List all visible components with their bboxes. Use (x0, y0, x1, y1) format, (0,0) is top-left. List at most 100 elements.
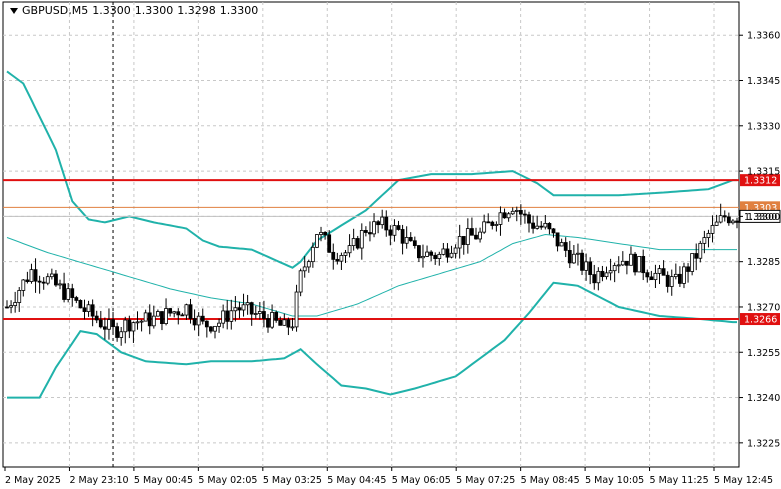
candle-body (567, 250, 572, 264)
middle-band-line (6, 233, 737, 317)
candle-body (620, 260, 625, 266)
candle-body (453, 247, 458, 254)
candle-body (392, 225, 397, 236)
candle-body (209, 326, 213, 332)
axes: 1.3360 1.3345 1.3330 1.3315 1.3300 1.3285 1.32… (4, 31, 780, 486)
candle-body (457, 236, 462, 249)
candle-body (714, 221, 719, 226)
candle-body (347, 245, 352, 254)
candle-body (445, 248, 450, 258)
candle-body (13, 302, 18, 306)
candle-body (490, 221, 495, 226)
candle-body (278, 319, 283, 326)
candle-body (396, 225, 401, 230)
y-tick-label: 1.3255 (747, 348, 780, 359)
candle-body (86, 304, 91, 312)
candle-body (669, 276, 674, 287)
candle-body (494, 224, 499, 226)
y-tick-label: 1.3315 (747, 167, 780, 178)
price-label-orange: 1.3303 (744, 203, 777, 214)
candle-body (37, 280, 42, 283)
candle-body (604, 272, 609, 278)
candle-body (547, 222, 552, 230)
candle-body (98, 319, 103, 328)
candle-body (637, 256, 642, 273)
candle-body (66, 288, 71, 300)
close-value: 1.3300 (219, 4, 259, 17)
candle-body (731, 220, 735, 224)
candle-body (514, 210, 519, 212)
upper-band-line (6, 70, 737, 269)
candle-body (706, 232, 711, 239)
candle-body (559, 242, 564, 247)
candle-body (649, 276, 654, 281)
bollinger-bands (6, 70, 737, 399)
candle-body (368, 232, 372, 235)
candle-body (425, 251, 429, 257)
candle-body (119, 331, 124, 338)
open-value: 1.3300 (92, 4, 131, 17)
x-tick-label: 5 May 00:45 (134, 475, 193, 486)
y-tick-label: 1.3330 (747, 121, 780, 132)
y-tick-label: 1.3270 (747, 302, 780, 313)
candle-body (151, 315, 156, 327)
candle-body (576, 252, 580, 255)
candle-body (237, 307, 242, 311)
candle-body (437, 253, 442, 259)
candle-body (282, 319, 287, 326)
candle-body (147, 312, 152, 327)
candle-body (286, 319, 291, 328)
candle-body (408, 237, 413, 242)
x-tick-label: 5 May 11:25 (650, 475, 709, 486)
x-tick-label: 5 May 06:05 (392, 475, 451, 486)
x-tick-label: 5 May 04:45 (327, 475, 386, 486)
candle-body (54, 273, 58, 286)
candle-body (5, 306, 9, 309)
candle-body (306, 261, 311, 268)
candle-body (449, 252, 454, 258)
y-tick-label: 1.3225 (747, 438, 780, 449)
candle-body (470, 228, 474, 236)
candle-body (539, 225, 544, 228)
y-tick-label: 1.3240 (747, 393, 780, 404)
grid (2, 1, 740, 468)
candle-body (478, 231, 482, 240)
candle-body (21, 279, 26, 291)
candle-body (608, 270, 613, 274)
level-label-resistance: 1.3312 (744, 176, 777, 187)
candle-body (111, 319, 115, 328)
candle-body (482, 221, 487, 233)
candle-body (351, 238, 356, 247)
candle-body (225, 310, 230, 322)
candle-body (339, 255, 344, 262)
candle-body (543, 222, 548, 228)
x-tick-label: 2 May 2025 (5, 475, 61, 486)
candle-body (698, 242, 703, 259)
x-tick-label: 5 May 12:45 (714, 475, 773, 486)
candle-body (196, 315, 201, 326)
candle-body (486, 221, 491, 224)
candle-body (270, 312, 274, 328)
candle-body (527, 214, 531, 224)
candle-body (331, 251, 336, 260)
candle-body (661, 268, 666, 276)
candle-body (49, 273, 54, 278)
candle-body (653, 272, 658, 281)
price-label-bid: 1.3300 (744, 212, 777, 223)
candle-body (421, 255, 425, 259)
level-tag-support (740, 313, 780, 326)
candle-body (355, 238, 360, 249)
candle-body (213, 325, 217, 332)
candle-body (441, 248, 446, 255)
candle-body (241, 304, 246, 311)
candle-body (131, 322, 136, 332)
candle-body (359, 230, 364, 249)
candle-body (192, 318, 197, 326)
candle-body (143, 312, 148, 322)
candle-body (722, 215, 727, 218)
candle-body (164, 308, 168, 325)
candle-body (612, 265, 617, 272)
candle-body (62, 283, 66, 300)
candle-body (127, 319, 132, 332)
